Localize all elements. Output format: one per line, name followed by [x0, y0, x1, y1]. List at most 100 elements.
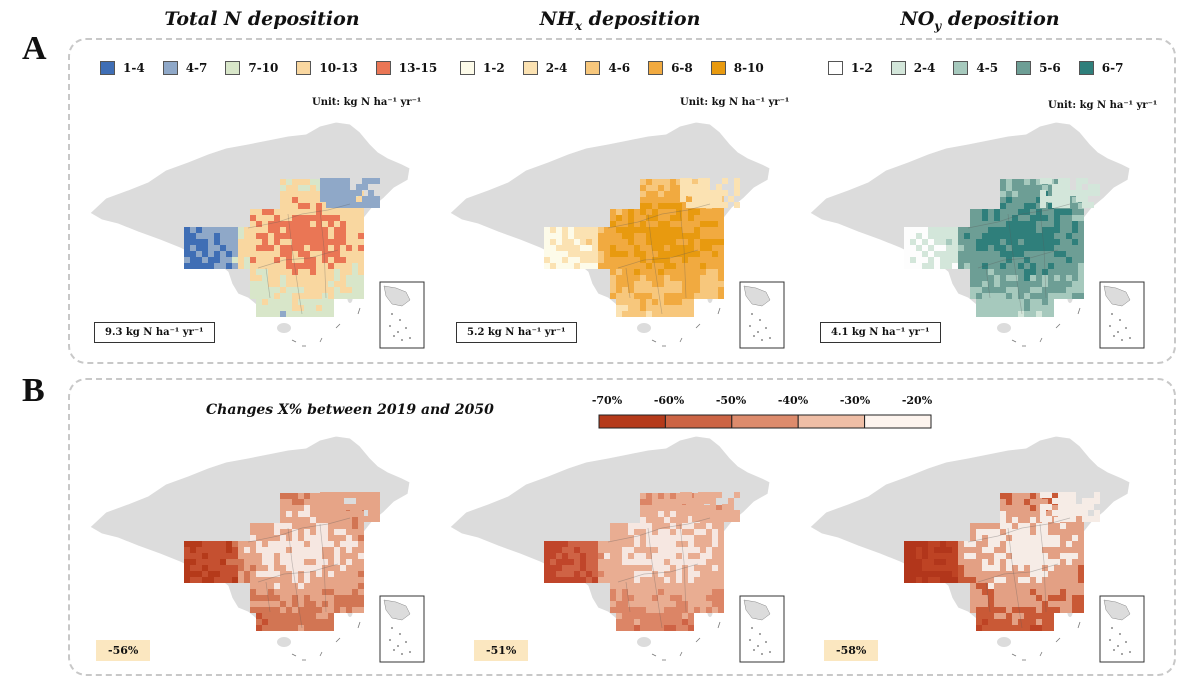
changes-title: Changes X% between 2019 and 2050	[206, 402, 494, 418]
stat-noy: 4.1 kg N ha⁻¹ yr⁻¹	[820, 322, 941, 343]
deposition-grid	[544, 492, 740, 631]
deposition-grid	[544, 178, 740, 317]
sea-boundary-dashes	[291, 621, 361, 661]
map-change-total-n	[89, 435, 425, 663]
legend-swatch	[890, 61, 906, 75]
stat-total-n: 9.3 kg N ha⁻¹ yr⁻¹	[94, 322, 215, 343]
panel-a-frame	[68, 38, 1176, 364]
colorbar-segment	[864, 414, 932, 429]
legend-item: 8-10	[710, 61, 764, 75]
legend-label: 4-5	[976, 61, 999, 75]
deposition-grid	[904, 492, 1100, 631]
legend-total-n: 1-4 4-7 7-10 10-13 13-15	[100, 61, 455, 75]
title-total-n: Total N deposition	[164, 8, 360, 30]
legend-item: 10-13	[296, 61, 358, 75]
legend-item: 4-6	[585, 61, 630, 75]
map-change-noy	[809, 435, 1145, 663]
hainan-island	[997, 323, 1011, 333]
legend-item: 2-4	[890, 61, 936, 75]
legend-item: 13-15	[375, 61, 437, 75]
legend-item: 1-2	[828, 61, 873, 75]
sea-boundary-dashes	[1011, 307, 1081, 347]
pct-change-nhx: -51%	[474, 640, 529, 661]
colorbar-segment	[664, 414, 733, 429]
province-boundaries	[247, 517, 351, 629]
map-noy	[809, 121, 1145, 349]
legend-item: 6-8	[648, 61, 693, 75]
map-total-n	[89, 121, 425, 349]
unit-label-total-n: Unit: kg N ha⁻¹ yr⁻¹	[312, 97, 422, 108]
south-china-sea-inset-map	[1099, 281, 1145, 349]
legend-item: 5-6	[1016, 61, 1061, 75]
legend-label: 4-7	[185, 61, 208, 75]
legend-label: 5-6	[1039, 61, 1061, 75]
legend-label: 1-2	[851, 61, 873, 75]
south-china-sea-inset-map	[739, 595, 785, 663]
map-nhx	[449, 121, 785, 349]
legend-label: 7-10	[248, 61, 279, 75]
legend-item: 1-2	[460, 61, 505, 75]
legend-swatch	[375, 61, 391, 75]
legend-label: 2-4	[545, 61, 568, 75]
legend-label: 10-13	[319, 61, 358, 75]
south-china-sea-inset-map	[379, 595, 425, 663]
legend-noy: 1-2 2-4 4-5 5-6 6-7	[828, 61, 1141, 75]
colorbar-segment	[731, 414, 799, 429]
deposition-grid	[904, 178, 1100, 317]
legend-swatch	[100, 61, 115, 75]
legend-item: 2-4	[522, 61, 568, 75]
colorbar-tick-label: -20%	[901, 394, 933, 407]
legend-item: 1-4	[100, 61, 145, 75]
panel-a-letter: A	[22, 30, 47, 67]
hainan-island	[997, 637, 1011, 647]
sea-boundary-dashes	[651, 307, 721, 347]
colorbar-segment	[598, 414, 666, 429]
legend-swatch	[225, 61, 241, 75]
legend-label: 1-4	[123, 61, 145, 75]
legend-swatch	[585, 61, 601, 75]
legend-swatch	[953, 61, 969, 75]
legend-swatch	[1078, 61, 1094, 75]
map-change-nhx	[449, 435, 785, 663]
legend-label: 4-6	[608, 61, 631, 75]
hainan-island	[277, 637, 291, 647]
legend-swatch	[460, 61, 475, 75]
hainan-island	[637, 323, 651, 333]
stat-nhx: 5.2 kg N ha⁻¹ yr⁻¹	[456, 322, 577, 343]
legend-label: 2-4	[913, 61, 936, 75]
legend-label: 6-8	[671, 61, 693, 75]
unit-label-noy: Unit: kg N ha⁻¹ yr⁻¹	[1048, 100, 1158, 111]
legend-swatch	[828, 61, 843, 75]
sea-boundary-dashes	[651, 621, 721, 661]
legend-swatch	[1016, 61, 1032, 75]
panel-b-letter: B	[22, 372, 45, 409]
legend-swatch	[522, 61, 538, 75]
province-boundaries	[607, 517, 711, 629]
hainan-island	[637, 637, 651, 647]
province-boundaries	[247, 203, 351, 315]
colorbar-tick-label: -30%	[839, 394, 871, 407]
legend-label: 1-2	[483, 61, 505, 75]
south-china-sea-inset-map	[739, 281, 785, 349]
colorbar	[598, 414, 932, 429]
province-boundaries	[967, 517, 1071, 629]
hainan-island	[277, 323, 291, 333]
legend-swatch	[710, 61, 726, 75]
legend-item: 4-5	[953, 61, 998, 75]
legend-item: 4-7	[162, 61, 208, 75]
legend-nhx: 1-2 2-4 4-6 6-8 8-10	[460, 61, 782, 75]
legend-swatch	[296, 61, 312, 75]
colorbar-tick-label: -50%	[715, 394, 747, 407]
colorbar-tick-label: -60%	[653, 394, 685, 407]
legend-swatch	[648, 61, 664, 75]
legend-swatch	[162, 61, 178, 75]
sea-boundary-dashes	[291, 307, 361, 347]
pct-change-total-n: -56%	[96, 640, 151, 661]
legend-label: 6-7	[1101, 61, 1124, 75]
south-china-sea-inset-map	[1099, 595, 1145, 663]
province-boundaries	[607, 203, 711, 315]
deposition-grid	[184, 492, 380, 631]
legend-item: 7-10	[225, 61, 278, 75]
colorbar-tick-label: -40%	[777, 394, 809, 407]
sea-boundary-dashes	[1011, 621, 1081, 661]
